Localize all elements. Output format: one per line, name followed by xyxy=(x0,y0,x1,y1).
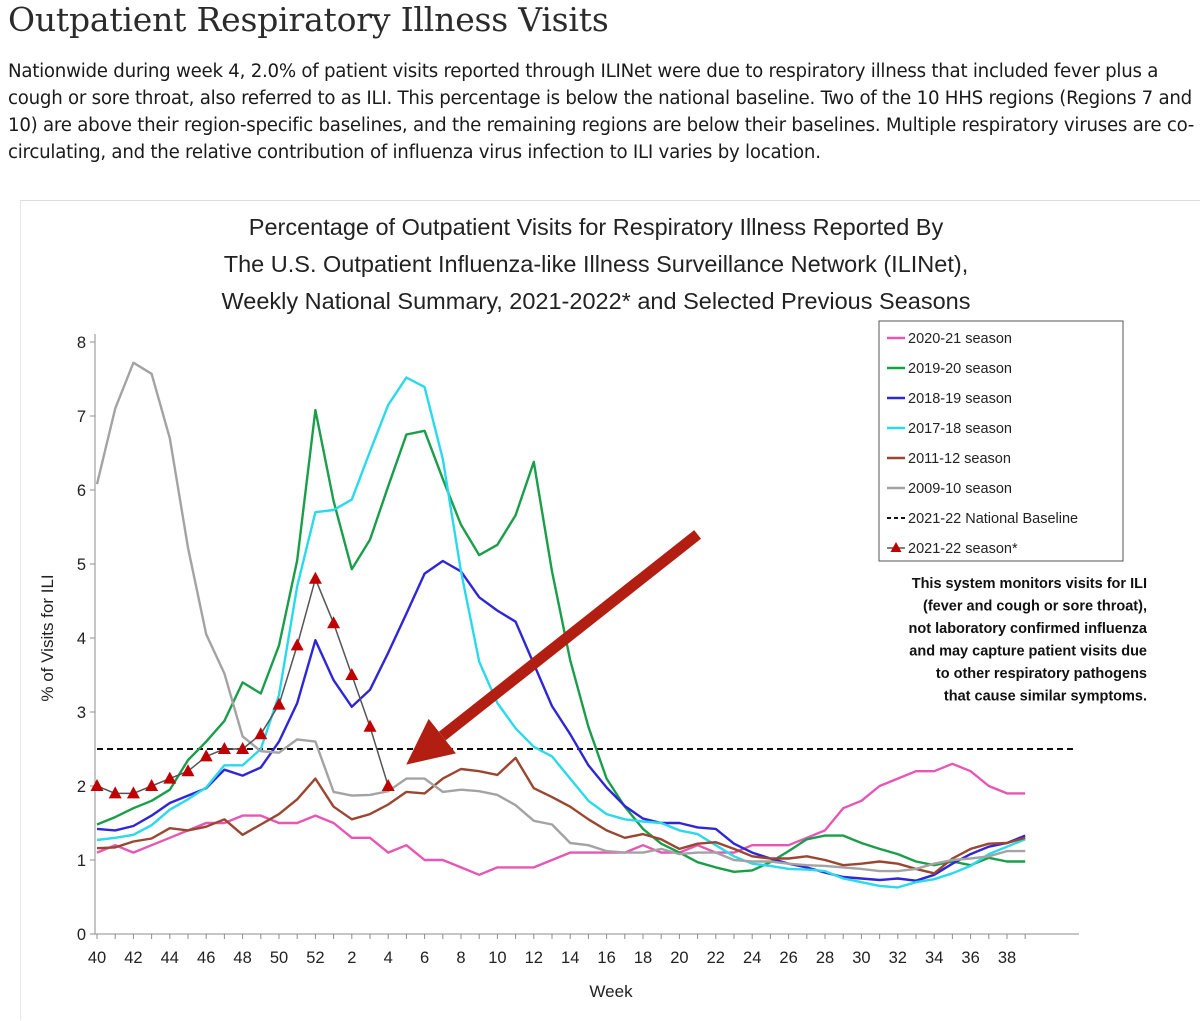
y-tick-label: 8 xyxy=(77,334,86,352)
x-tick-label: 20 xyxy=(670,949,688,967)
chart-container: Percentage of Outpatient Visits for Resp… xyxy=(20,200,1200,1020)
legend-label: 2009-10 season xyxy=(908,481,1012,497)
triangle-marker xyxy=(345,668,359,680)
x-tick-label: 8 xyxy=(456,949,465,967)
triangle-marker xyxy=(254,727,268,740)
x-tick-label: 52 xyxy=(306,949,324,967)
x-tick-label: 28 xyxy=(816,949,834,967)
annotation-line: (fever and cough or sore throat), xyxy=(923,599,1147,615)
legend-label: 2021-22 National Baseline xyxy=(908,511,1078,527)
triangle-marker xyxy=(381,779,395,791)
y-tick-label: 2 xyxy=(77,778,86,796)
x-tick-label: 50 xyxy=(270,949,288,967)
legend-marker xyxy=(890,542,902,552)
x-tick-label: 24 xyxy=(743,949,761,967)
triangle-marker xyxy=(272,697,286,710)
x-tick-label: 6 xyxy=(420,949,429,967)
triangle-marker xyxy=(163,771,177,784)
legend-label: 2017-18 season xyxy=(908,421,1012,437)
triangle-marker xyxy=(217,742,231,754)
x-tick-label: 44 xyxy=(161,949,179,967)
arrow-shaft xyxy=(438,530,702,741)
legend-label: 2021-22 season* xyxy=(908,541,1018,557)
triangle-marker xyxy=(126,786,140,799)
legend-label: 2011-12 season xyxy=(908,451,1011,467)
legend-label: 2019-20 season xyxy=(908,361,1012,377)
x-tick-label: 30 xyxy=(852,949,870,967)
y-tick-label: 1 xyxy=(77,852,86,870)
triangle-marker xyxy=(199,749,213,762)
triangle-marker xyxy=(108,786,122,799)
series-line-2009-10-season xyxy=(95,361,1026,873)
triangle-marker xyxy=(363,719,377,732)
page-title: Outpatient Respiratory Illness Visits xyxy=(8,0,609,39)
x-axis-label: Week xyxy=(589,982,633,1001)
y-tick-label: 4 xyxy=(77,630,86,648)
x-tick-label: 32 xyxy=(889,949,907,967)
x-tick-label: 34 xyxy=(925,949,943,967)
annotation-line: to other respiratory pathogens xyxy=(936,666,1147,682)
triangle-marker xyxy=(308,571,322,584)
x-tick-label: 42 xyxy=(124,949,142,967)
ili-line-chart: Percentage of Outpatient Visits for Resp… xyxy=(38,214,1148,1001)
y-tick-label: 0 xyxy=(77,926,86,944)
triangle-marker xyxy=(90,779,104,791)
x-tick-label: 26 xyxy=(779,949,797,967)
chart-title-line: The U.S. Outpatient Influenza-like Illne… xyxy=(224,251,968,277)
series-line-2011-12-season xyxy=(96,756,1026,875)
annotation-line: and may capture patient visits due xyxy=(909,644,1147,660)
intro-paragraph: Nationwide during week 4, 2.0% of patien… xyxy=(8,61,1195,163)
y-axis-label: % of Visits for ILI xyxy=(38,574,57,701)
x-tick-label: 2 xyxy=(347,949,356,967)
triangle-marker xyxy=(236,742,250,754)
x-tick-label: 14 xyxy=(561,949,579,967)
chart-title-line: Weekly National Summary, 2021-2022* and … xyxy=(222,288,971,314)
annotation-line: This system monitors visits for ILI xyxy=(912,576,1147,592)
x-tick-label: 16 xyxy=(597,949,615,967)
legend-box xyxy=(878,320,1124,562)
triangle-marker xyxy=(290,638,304,651)
x-tick-label: 48 xyxy=(233,949,251,967)
annotation-line: that cause similar symptoms. xyxy=(944,689,1147,705)
y-tick-label: 6 xyxy=(77,482,86,500)
triangle-marker xyxy=(145,779,159,791)
series-line-2017-18-season xyxy=(96,376,1026,889)
x-tick-label: 46 xyxy=(197,949,215,967)
x-tick-label: 40 xyxy=(88,949,106,967)
x-tick-label: 36 xyxy=(961,949,979,967)
y-tick-label: 7 xyxy=(77,408,86,426)
x-tick-label: 38 xyxy=(998,949,1016,967)
y-tick-label: 3 xyxy=(77,704,86,722)
x-tick-label: 10 xyxy=(488,949,506,967)
series-line-2019-20-season xyxy=(96,408,1026,873)
legend-label: 2020-21 season xyxy=(908,331,1012,347)
triangle-marker xyxy=(181,764,195,777)
x-tick-label: 18 xyxy=(634,949,652,967)
y-tick-label: 5 xyxy=(77,556,86,574)
x-tick-label: 22 xyxy=(707,949,725,967)
series-line-2018-19-season xyxy=(96,559,1026,882)
x-tick-label: 12 xyxy=(525,949,543,967)
legend-label: 2018-19 season xyxy=(908,391,1012,407)
arrow-head xyxy=(406,718,456,765)
triangle-marker xyxy=(327,616,341,629)
chart-title-line: Percentage of Outpatient Visits for Resp… xyxy=(249,214,944,240)
annotation-line: not laboratory confirmed influenza xyxy=(909,621,1148,637)
series-line-2021-22-season xyxy=(96,578,389,795)
x-tick-label: 4 xyxy=(384,949,393,967)
series-line-2020-21-season xyxy=(96,762,1026,876)
